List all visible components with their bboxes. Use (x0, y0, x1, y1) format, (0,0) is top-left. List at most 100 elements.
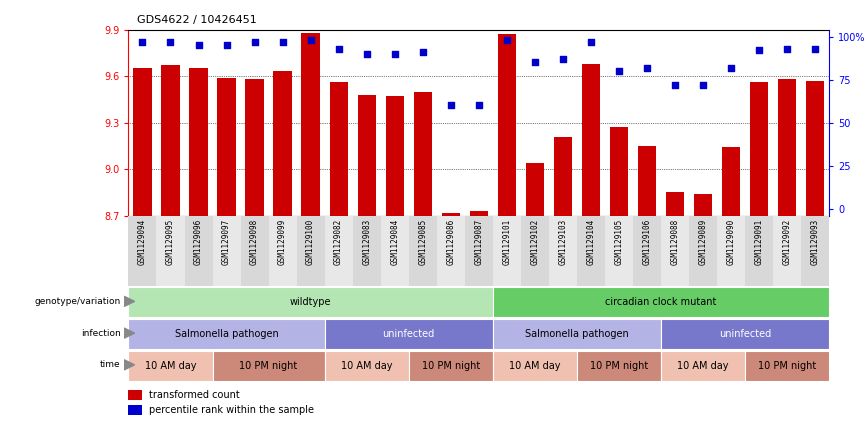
Bar (493, 287, 829, 317)
Text: GSM1129100: GSM1129100 (306, 219, 315, 266)
Text: GDS4622 / 10426451: GDS4622 / 10426451 (137, 15, 257, 25)
Text: GSM1129082: GSM1129082 (334, 219, 343, 266)
Bar (352, 216, 381, 286)
Bar (521, 216, 549, 286)
Bar (213, 216, 240, 286)
Text: GSM1129087: GSM1129087 (474, 219, 483, 266)
Point (135, 38, 149, 45)
Text: GSM1129098: GSM1129098 (250, 219, 259, 266)
Bar (745, 351, 829, 381)
Text: GSM1129092: GSM1129092 (782, 219, 792, 266)
Text: GSM1129099: GSM1129099 (278, 219, 287, 266)
Text: GSM1129091: GSM1129091 (754, 219, 763, 266)
Bar (493, 319, 661, 349)
Bar (470, 211, 488, 216)
Bar (156, 216, 185, 286)
Text: GSM1129090: GSM1129090 (727, 219, 735, 266)
Bar (773, 216, 801, 286)
Text: GSM1129106: GSM1129106 (642, 219, 651, 266)
Text: Salmonella pathogen: Salmonella pathogen (525, 329, 628, 339)
Bar (413, 92, 431, 216)
Bar (526, 163, 544, 216)
Bar (128, 351, 213, 381)
Bar (806, 81, 824, 216)
Text: wildtype: wildtype (290, 297, 332, 307)
Point (163, 38, 177, 45)
Point (247, 38, 261, 45)
Bar (694, 194, 712, 216)
Bar (128, 405, 142, 415)
Point (780, 45, 794, 52)
Text: GSM1129095: GSM1129095 (166, 219, 175, 266)
Bar (464, 216, 493, 286)
Point (416, 49, 430, 55)
Point (808, 45, 822, 52)
Text: 10 PM night: 10 PM night (422, 361, 480, 371)
Bar (325, 351, 409, 381)
Point (332, 45, 345, 52)
Bar (301, 33, 319, 216)
Point (667, 81, 681, 88)
Bar (128, 287, 493, 317)
Point (556, 55, 569, 62)
Bar (213, 351, 325, 381)
Bar (128, 319, 325, 349)
Text: Salmonella pathogen: Salmonella pathogen (174, 329, 279, 339)
Polygon shape (124, 328, 135, 338)
Bar (128, 216, 156, 286)
Text: 10 PM night: 10 PM night (758, 361, 816, 371)
Bar (297, 216, 325, 286)
Bar (358, 95, 376, 216)
Bar (778, 79, 796, 216)
Text: GSM1129105: GSM1129105 (615, 219, 623, 266)
Bar (246, 79, 264, 216)
Point (388, 50, 402, 57)
Text: GSM1129089: GSM1129089 (699, 219, 707, 266)
Bar (493, 351, 576, 381)
Polygon shape (124, 297, 135, 307)
Text: GSM1129083: GSM1129083 (362, 219, 372, 266)
Text: genotype/variation: genotype/variation (35, 297, 121, 306)
Text: GSM1129094: GSM1129094 (138, 219, 147, 266)
Text: GSM1129084: GSM1129084 (390, 219, 399, 266)
Text: GSM1129085: GSM1129085 (418, 219, 427, 266)
Bar (497, 34, 516, 216)
Bar (240, 216, 268, 286)
Bar (554, 137, 572, 216)
Point (444, 102, 457, 109)
Text: 10 PM night: 10 PM night (589, 361, 648, 371)
Bar (128, 390, 142, 400)
Bar (638, 146, 656, 216)
Text: GSM1129096: GSM1129096 (194, 219, 203, 266)
Bar (185, 216, 213, 286)
Bar (717, 216, 745, 286)
Bar (750, 82, 768, 216)
Bar (576, 351, 661, 381)
Text: 10 AM day: 10 AM day (509, 361, 561, 371)
Bar (268, 216, 297, 286)
Bar (442, 213, 460, 216)
Bar (325, 216, 352, 286)
Point (640, 64, 654, 71)
Bar (576, 216, 605, 286)
Bar (217, 78, 235, 216)
Bar (605, 216, 633, 286)
Bar (189, 69, 207, 216)
Bar (273, 71, 292, 216)
Text: GSM1129103: GSM1129103 (558, 219, 568, 266)
Polygon shape (124, 360, 135, 370)
Point (528, 59, 542, 66)
Bar (409, 351, 493, 381)
Text: GSM1129088: GSM1129088 (670, 219, 680, 266)
Bar (661, 351, 745, 381)
Point (500, 36, 514, 43)
Text: 10 PM night: 10 PM night (240, 361, 298, 371)
Text: transformed count: transformed count (149, 390, 240, 400)
Point (359, 50, 373, 57)
Bar (609, 127, 628, 216)
Text: percentile rank within the sample: percentile rank within the sample (149, 405, 314, 415)
Point (584, 38, 598, 45)
Text: GSM1129104: GSM1129104 (586, 219, 595, 266)
Point (304, 36, 318, 43)
Bar (549, 216, 576, 286)
